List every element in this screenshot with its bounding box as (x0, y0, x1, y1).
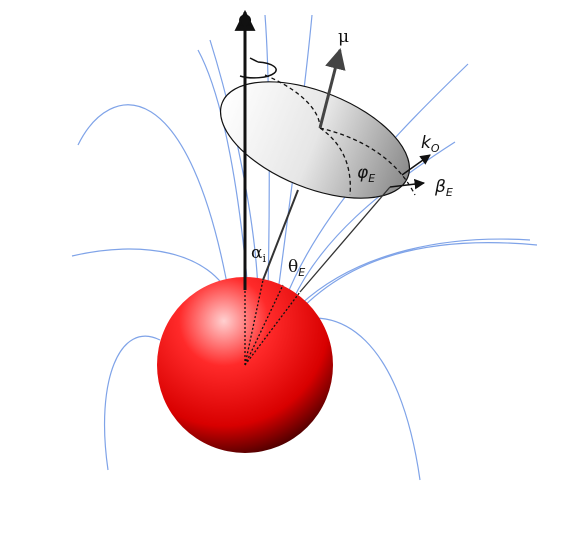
theta-symbol: θ (288, 257, 298, 277)
phi-subscript: E (368, 172, 375, 185)
k-label: kO (421, 133, 440, 155)
field-line (103, 335, 161, 471)
emission-disk (219, 81, 411, 199)
beta-arrow (389, 178, 426, 190)
dotted-line (244, 279, 264, 366)
field-line (77, 104, 231, 301)
beta-symbol: β (434, 177, 446, 197)
phi-label: φE (357, 163, 375, 185)
k-arrow (401, 154, 431, 176)
dashed-arc (264, 74, 321, 129)
alpha-subscript: i (262, 252, 266, 265)
phi-symbol: φ (357, 163, 369, 183)
field-line (299, 238, 531, 306)
theta-subscript: E (298, 266, 305, 279)
beta-label: βE (434, 177, 453, 199)
theta-label: θE (288, 257, 305, 279)
inner-lines (244, 279, 301, 366)
alpha-symbol: α (251, 243, 263, 263)
sight-line (299, 186, 391, 293)
field-line (209, 39, 259, 291)
dotted-line (244, 284, 284, 366)
magnetic-axis (318, 47, 346, 129)
sight-line (262, 189, 299, 281)
omega-label: Ω (238, 12, 252, 32)
field-line (282, 242, 538, 331)
rotation-arrow (239, 57, 277, 79)
sight-lines (262, 186, 391, 293)
dotted-line (244, 291, 301, 366)
k-symbol: k (421, 133, 432, 153)
dashed-arc (319, 127, 351, 196)
beta-subscript: E (446, 186, 453, 199)
alpha-label: αi (251, 243, 266, 265)
k-subscript: O (431, 142, 440, 155)
mu-label: μ (338, 27, 349, 47)
